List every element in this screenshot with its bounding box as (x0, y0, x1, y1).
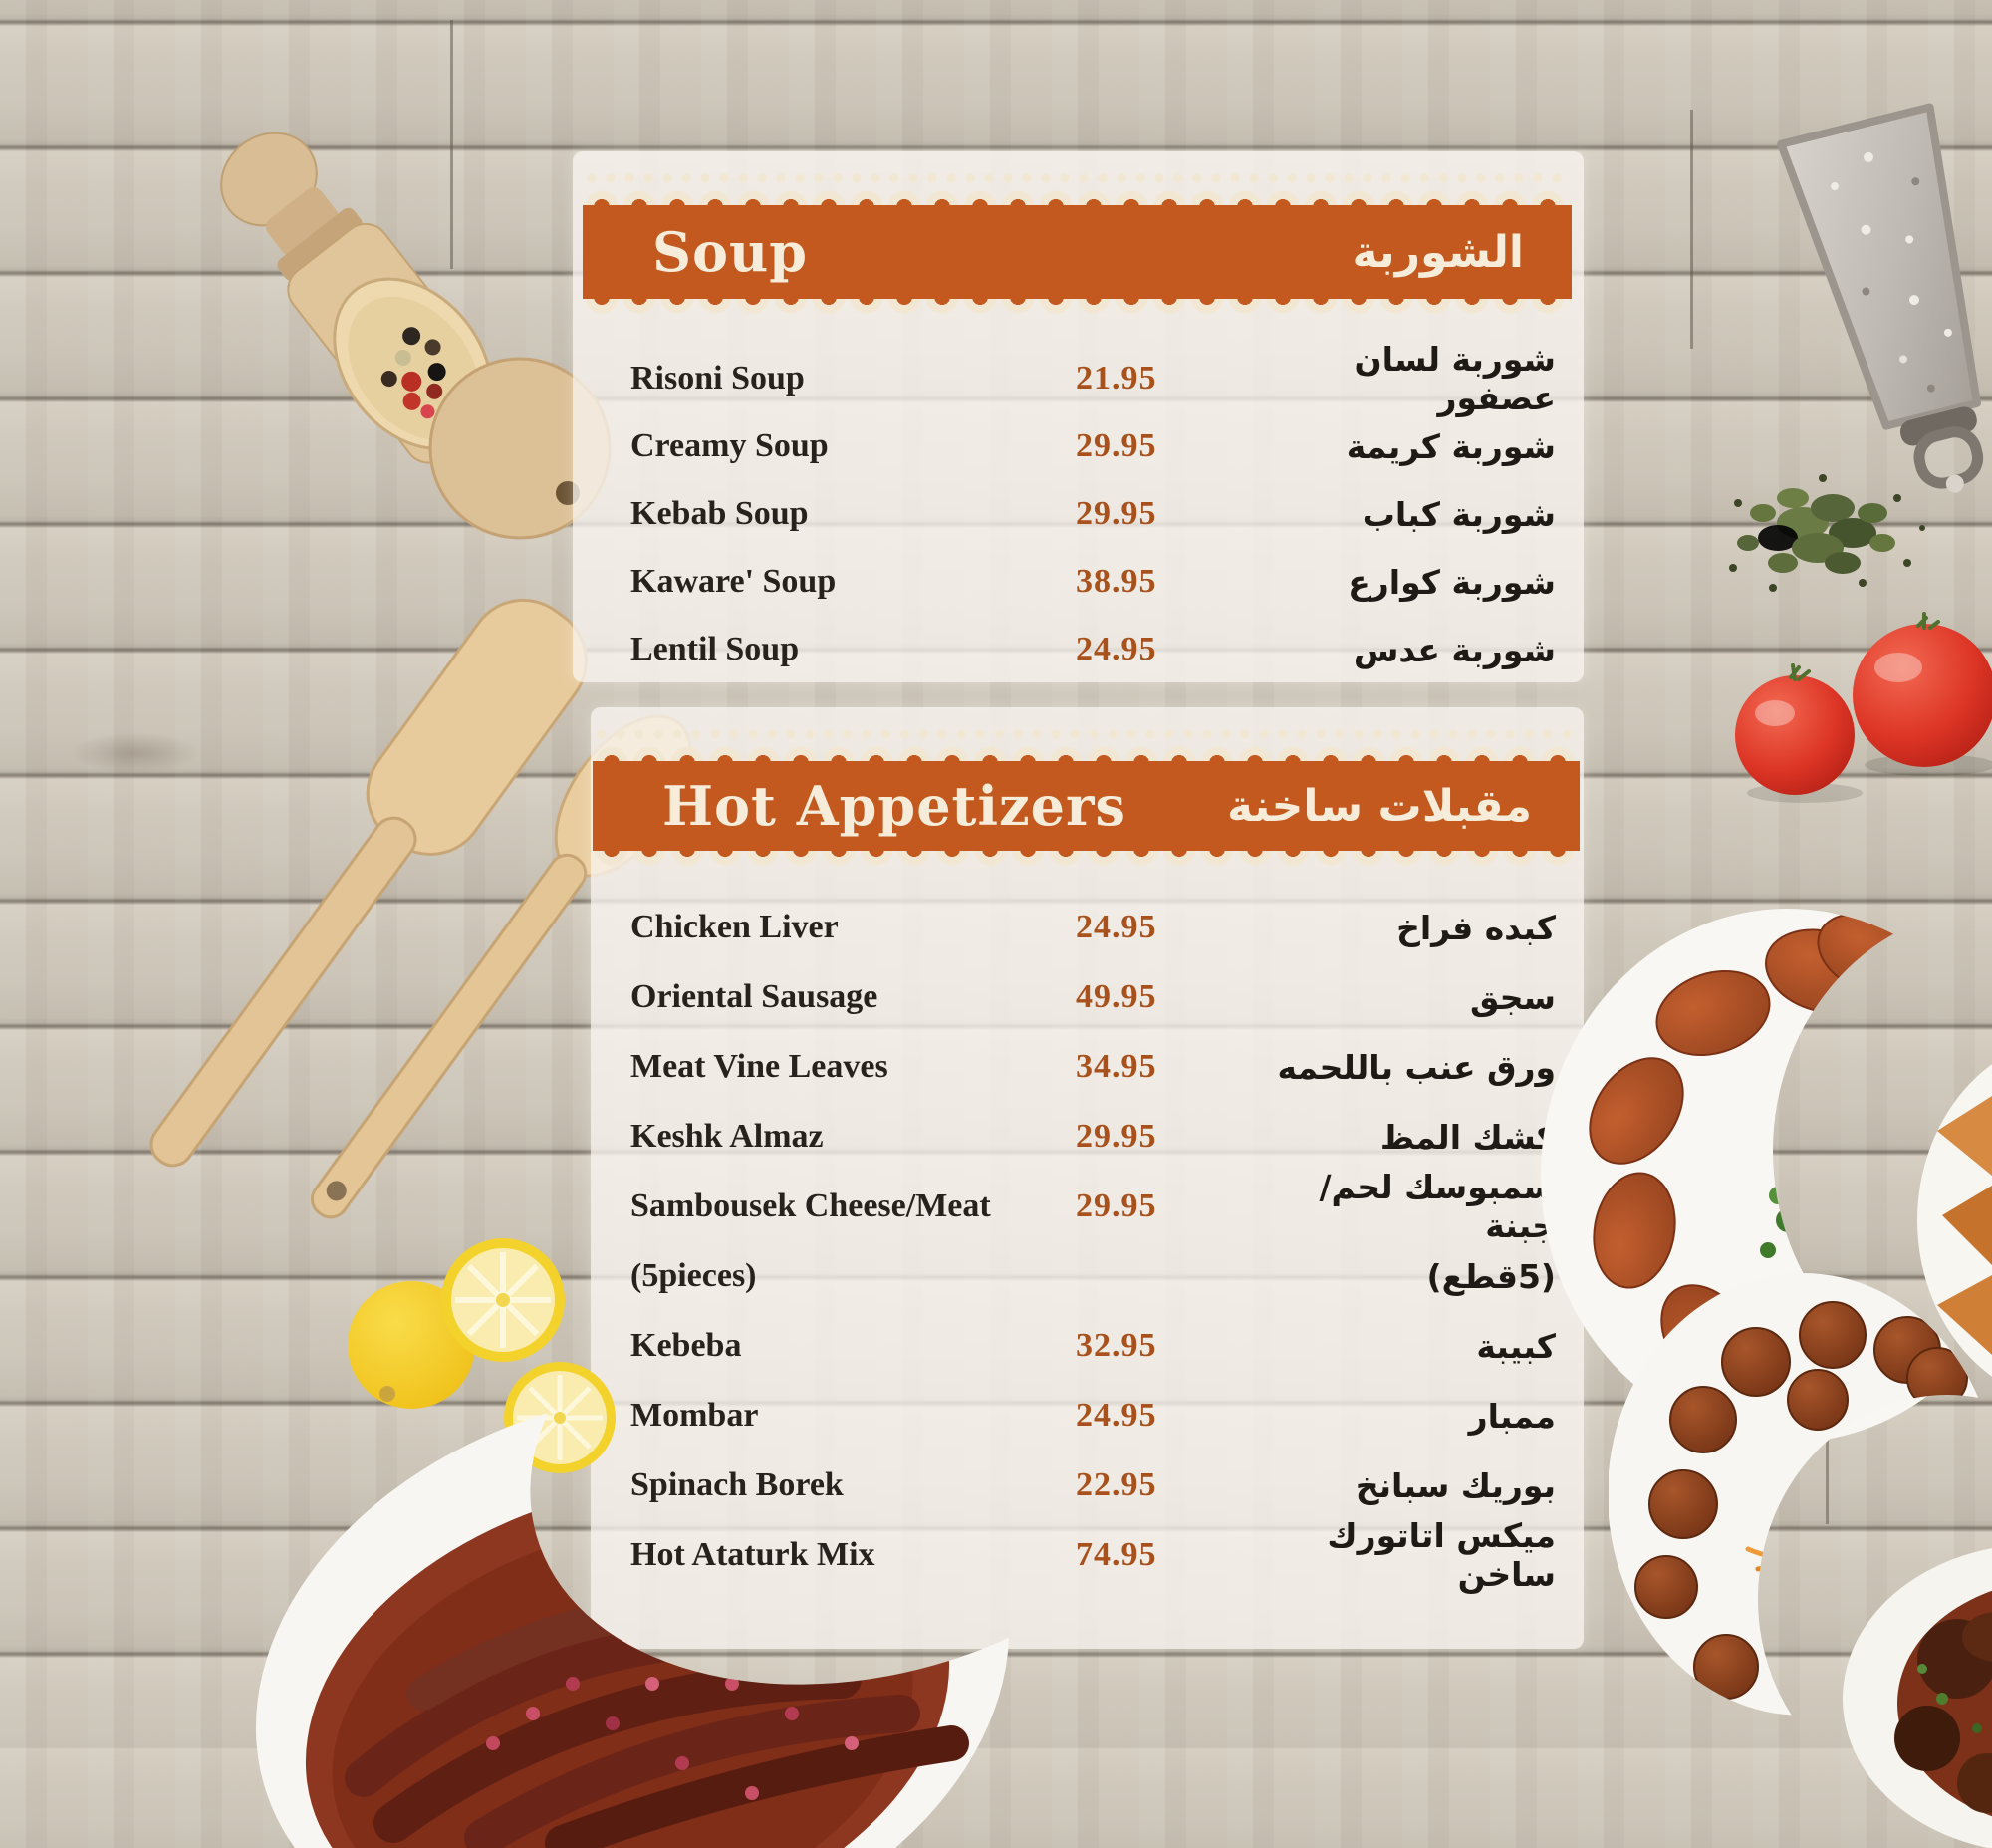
wooden-spice-scoop (220, 132, 507, 464)
item-price: 29.95 (1076, 1118, 1157, 1155)
item-name-en: Lentil Soup (630, 631, 800, 667)
item-name-en: Keshk Almaz (630, 1118, 824, 1155)
item-name-en: Risoni Soup (630, 360, 805, 396)
item-name-ar: شوربة كباب (1362, 494, 1556, 534)
item-name-ar: ميكس اتاتورك ساخن (1327, 1516, 1556, 1594)
section-title-ar: الشوربة (1352, 226, 1525, 278)
item-name-en: Kebab Soup (630, 495, 809, 532)
menu-item-row: Kebeba 32.95 كبيبة (591, 1311, 1584, 1381)
soup-banner-band: Soup الشوربة (583, 205, 1572, 299)
section-title-en: Soup (652, 220, 809, 284)
item-name-ar: بوريك سبانخ (1355, 1465, 1556, 1505)
lemon-slice (441, 1238, 565, 1362)
menu-item-row: Oriental Sausage 49.95 سجق (591, 962, 1584, 1032)
menu-item-row: Kebab Soup 29.95 شوربة كباب (573, 480, 1584, 548)
item-name-en: Sambousek Cheese/Meat (630, 1188, 991, 1224)
soup-banner: Soup الشوربة (583, 173, 1572, 331)
menu-item-row: Sambousek Cheese/Meat 29.95 سمبوسك لحم/ج… (591, 1168, 1584, 1245)
item-price: 32.95 (1076, 1327, 1157, 1364)
parsley-garnish (1760, 1142, 1905, 1258)
lace-border-top (593, 729, 1580, 761)
item-name-en: Oriental Sausage (630, 978, 878, 1015)
item-name-ar: شوربة كريمة (1346, 426, 1556, 466)
item-price: 22.95 (1076, 1466, 1157, 1503)
soup-section-panel: Soup الشوربة Risoni Soup 21.95 شوربة لسا… (573, 151, 1584, 682)
soup-items: Risoni Soup 21.95 شوربة لسان عصفور Cream… (573, 340, 1584, 683)
menu-item-row: Keshk Almaz 29.95 كشك المظ (591, 1102, 1584, 1172)
meat-stew-dish (1843, 1548, 1992, 1848)
item-name-ar: (5قطع) (1426, 1256, 1556, 1296)
menu-item-row: Risoni Soup 21.95 شوربة لسان عصفور (573, 340, 1584, 417)
menu-item-row: Meat Vine Leaves 34.95 ورق عنب باللحمه (591, 1032, 1584, 1102)
item-name-en: Meat Vine Leaves (630, 1048, 888, 1085)
item-name-en: Kaware' Soup (630, 563, 837, 600)
item-name-ar: ورق عنب باللحمه (1277, 1047, 1556, 1087)
pink-peppercorns (486, 1677, 859, 1800)
menu-item-row: Lentil Soup 24.95 شوربة عدس (573, 616, 1584, 683)
item-name-ar: كبده فراخ (1396, 908, 1556, 947)
item-price: 49.95 (1076, 978, 1157, 1015)
lace-border-bottom (583, 299, 1572, 331)
item-price: 21.95 (1076, 360, 1157, 396)
item-name-en: Kebeba (630, 1327, 742, 1364)
menu-item-subrow: (5pieces) (5قطع) (591, 1241, 1584, 1311)
item-name-ar: ممبار (1468, 1396, 1556, 1436)
metal-grater (1777, 103, 1984, 493)
lace-border-bottom (593, 851, 1580, 883)
item-name-ar: شوربة كوارع (1348, 562, 1556, 602)
item-price: 74.95 (1076, 1536, 1157, 1573)
plank-seam (1690, 110, 1693, 349)
wood-knot (70, 732, 199, 774)
item-name-ar: كشك المظ (1379, 1117, 1556, 1157)
item-name-ar: شوربة عدس (1353, 630, 1556, 669)
tomatoes (1735, 612, 1992, 803)
section-title-en: Hot Appetizers (662, 774, 1126, 838)
item-name-ar: سجق (1470, 977, 1556, 1017)
section-title-ar: مقبلات ساخنة (1227, 780, 1532, 832)
item-price: 38.95 (1076, 563, 1157, 600)
sausage-dish (234, 1385, 1071, 1848)
item-price: 24.95 (1076, 909, 1157, 945)
parsley-garnish (1822, 1464, 1896, 1532)
hot-appetizers-banner-band: Hot Appetizers مقبلات ساخنة (593, 761, 1580, 851)
item-price: 24.95 (1076, 631, 1157, 667)
item-price: 34.95 (1076, 1048, 1157, 1085)
item-name-en: (5pieces) (630, 1257, 757, 1294)
item-price: 29.95 (1076, 427, 1157, 464)
item-price: 29.95 (1076, 1188, 1157, 1224)
item-price: 24.95 (1076, 1397, 1157, 1434)
lace-border-top (583, 173, 1572, 205)
menu-item-row: Creamy Soup 29.95 شوربة كريمة (573, 412, 1584, 480)
item-name-ar: كبيبة (1476, 1326, 1556, 1366)
plank-seam (450, 20, 453, 269)
hot-appetizers-banner: Hot Appetizers مقبلات ساخنة (593, 729, 1580, 883)
item-name-ar: شوربة لسان عصفور (1354, 340, 1556, 417)
menu-item-row: Kaware' Soup 38.95 شوربة كوارع (573, 548, 1584, 616)
menu-item-row: Chicken Liver 24.95 كبده فراخ (591, 893, 1584, 962)
hot-appetizers-section-panel: Hot Appetizers مقبلات ساخنة Chicken Live… (591, 707, 1584, 1649)
item-name-en: Creamy Soup (630, 427, 829, 464)
herb-pile (1729, 474, 1925, 592)
item-name-en: Chicken Liver (630, 909, 839, 945)
item-name-ar: سمبوسك لحم/جبنة (1319, 1168, 1556, 1245)
wooden-spatulas (149, 598, 692, 1219)
item-price: 29.95 (1076, 495, 1157, 532)
